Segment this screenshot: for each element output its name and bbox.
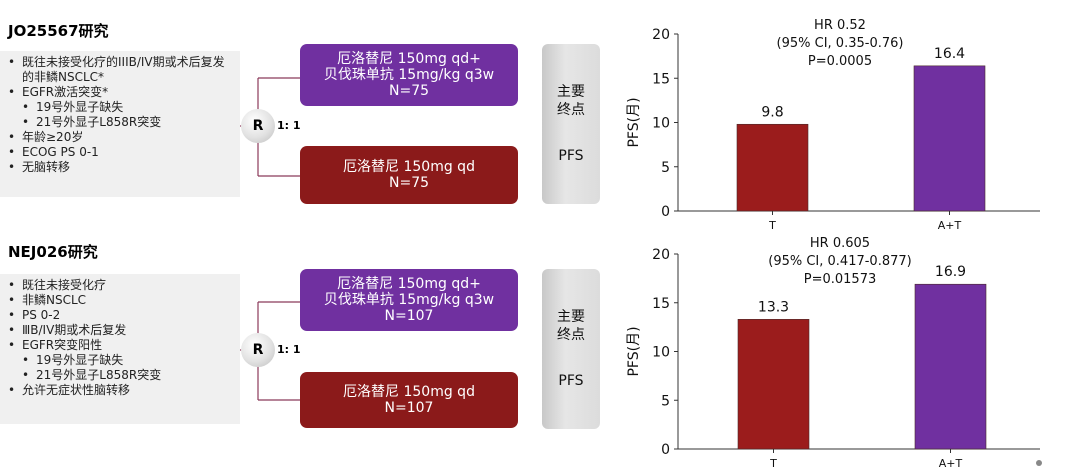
hr-annotation-line1: HR 0.605 — [809, 236, 871, 251]
arm-drug-line1: 厄洛替尼 150mg qd — [343, 384, 475, 400]
criteria-item: 既往未接受化疗 — [6, 278, 236, 293]
bar — [914, 283, 987, 450]
arm-combination: 厄洛替尼 150mg qd+ 贝伐珠单抗 15mg/kg q3w N=107 — [300, 269, 518, 331]
criteria-subitem: 19号外显子缺失 — [6, 353, 236, 368]
inclusion-criteria: 既往未接受化疗的IIIB/IV期或术后复发的非鳞NSCLC* EGFR激活突变*… — [0, 51, 240, 197]
y-tick-label: 15 — [652, 296, 670, 312]
arm-n: N=107 — [384, 400, 434, 416]
criteria-item: 非鳞NSCLC — [6, 293, 236, 308]
study-jo25567: JO25567研究 既往未接受化疗的IIIB/IV期或术后复发的非鳞NSCLC*… — [0, 0, 620, 236]
hr-annotation-line1: HR 0.52 — [814, 18, 866, 33]
endpoint-label-line1: 主要 — [557, 309, 585, 325]
randomization-node: R — [241, 333, 275, 367]
endpoint-value: PFS — [558, 373, 584, 389]
criteria-list: 既往未接受化疗 非鳞NSCLC PS 0-2 ⅢB/IV期或术后复发 EGFR突… — [6, 278, 236, 398]
inclusion-criteria: 既往未接受化疗 非鳞NSCLC PS 0-2 ⅢB/IV期或术后复发 EGFR突… — [0, 274, 240, 424]
pfs-chart-nej026: 0 5 10 15 20 PFS(月) 13.3 T 16.9 A+T HR 0.605 (95%… — [626, 236, 1080, 472]
data-label: 16.9 — [935, 264, 966, 280]
study-nej026: NEJ026研究 既往未接受化疗 非鳞NSCLC PS 0-2 ⅢB/IV期或术… — [0, 236, 620, 472]
arm-n: N=107 — [384, 308, 434, 324]
bar — [737, 319, 810, 450]
criteria-item: 年龄≥20岁 — [6, 130, 236, 145]
primary-endpoint: 主要 终点 PFS — [542, 269, 600, 429]
arm-drug-line1: 厄洛替尼 150mg qd — [343, 159, 475, 175]
study-title: NEJ026研究 — [8, 243, 98, 261]
pfs-bar-chart: 0 5 10 15 20 PFS(月) 13.3 T 16.9 A+T — [626, 247, 1040, 470]
endpoint-value: PFS — [558, 148, 584, 164]
criteria-item: EGFR突变阳性 — [6, 338, 236, 353]
randomization-ratio: 1: 1 — [277, 343, 301, 356]
arm-erlotinib: 厄洛替尼 150mg qd N=75 — [300, 146, 518, 204]
bar — [913, 65, 986, 212]
arm-drug-line2: 贝伐珠单抗 15mg/kg q3w — [323, 67, 495, 83]
y-axis-label: PFS(月) — [626, 326, 642, 376]
study-title: JO25567研究 — [8, 22, 109, 40]
randomization-ratio: 1: 1 — [277, 119, 301, 132]
arm-combination: 厄洛替尼 150mg qd+ 贝伐珠单抗 15mg/kg q3w N=75 — [300, 44, 518, 106]
randomization-node: R — [241, 109, 275, 143]
criteria-item: 无脑转移 — [6, 160, 236, 175]
arm-drug-line1: 厄洛替尼 150mg qd+ — [337, 276, 481, 292]
bar — [736, 123, 809, 212]
criteria-item: 既往未接受化疗的IIIB/IV期或术后复发的非鳞NSCLC* — [6, 55, 236, 85]
hr-annotation-line2: (95% CI, 0.35-0.76) — [776, 36, 904, 51]
criteria-item: 允许无症状性脑转移 — [6, 383, 236, 398]
primary-endpoint: 主要 终点 PFS — [542, 44, 600, 204]
x-tick-label: A+T — [938, 219, 962, 232]
x-tick-label: T — [768, 219, 776, 232]
pfs-chart-jo25567: 0 5 10 15 20 PFS(月) 9.8 T 16.4 A+T HR 0.52 (95% C… — [626, 0, 1080, 236]
criteria-subitem: 19号外显子缺失 — [6, 100, 236, 115]
arm-drug-line1: 厄洛替尼 150mg qd+ — [337, 51, 481, 67]
endpoint-label-line2: 终点 — [557, 102, 585, 118]
criteria-item: ⅢB/IV期或术后复发 — [6, 323, 236, 338]
criteria-item: PS 0-2 — [6, 308, 236, 323]
x-tick-label: A+T — [939, 457, 963, 470]
y-tick-label: 5 — [661, 393, 670, 409]
y-tick-label: 0 — [661, 442, 670, 458]
arm-erlotinib: 厄洛替尼 150mg qd N=107 — [300, 372, 518, 428]
criteria-subitem: 21号外显子L858R突变 — [6, 115, 236, 130]
y-tick-label: 20 — [652, 27, 670, 43]
y-tick-label: 20 — [652, 247, 670, 263]
criteria-list: 既往未接受化疗的IIIB/IV期或术后复发的非鳞NSCLC* EGFR激活突变*… — [6, 55, 236, 175]
y-tick-label: 10 — [652, 116, 670, 132]
y-tick-label: 15 — [652, 71, 670, 87]
y-tick-label: 0 — [661, 204, 670, 220]
data-label: 16.4 — [934, 46, 965, 62]
arm-n: N=75 — [388, 83, 430, 99]
criteria-item: EGFR激活突变* — [6, 85, 236, 100]
hr-annotation-line2: (95% CI, 0.417-0.877) — [768, 254, 912, 269]
endpoint-label-line2: 终点 — [557, 327, 585, 343]
data-label: 9.8 — [761, 104, 783, 120]
criteria-item: ECOG PS 0-1 — [6, 145, 236, 160]
pfs-bar-chart: 0 5 10 15 20 PFS(月) 9.8 T 16.4 A+T — [626, 27, 1040, 232]
hr-annotation-line3: P=0.0005 — [807, 54, 873, 69]
y-tick-label: 5 — [661, 160, 670, 176]
corner-marker — [1036, 460, 1042, 466]
y-tick-label: 10 — [652, 345, 670, 361]
arm-n: N=75 — [388, 175, 430, 191]
data-label: 13.3 — [758, 299, 789, 315]
endpoint-label-line1: 主要 — [557, 84, 585, 100]
criteria-subitem: 21号外显子L858R突变 — [6, 368, 236, 383]
arm-drug-line2: 贝伐珠单抗 15mg/kg q3w — [323, 292, 495, 308]
x-tick-label: T — [769, 457, 777, 470]
y-axis-label: PFS(月) — [626, 97, 642, 147]
hr-annotation-line3: P=0.01573 — [803, 272, 877, 287]
